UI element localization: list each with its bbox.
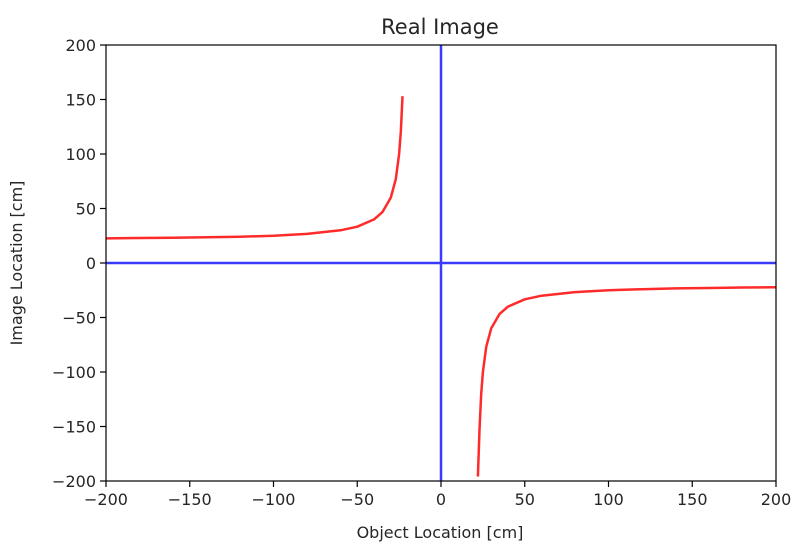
y-tick-label: −150 bbox=[52, 418, 96, 437]
chart-title: Real Image bbox=[381, 15, 499, 39]
y-tick-label: 200 bbox=[65, 36, 96, 55]
series-line-2 bbox=[476, 285, 776, 477]
y-tick-label: −100 bbox=[52, 363, 96, 382]
x-tick-label: −50 bbox=[340, 490, 374, 509]
y-tick-label: −200 bbox=[52, 472, 96, 491]
plot-area bbox=[106, 45, 776, 481]
y-tick-label: −50 bbox=[62, 309, 96, 328]
x-tick-label: 100 bbox=[593, 490, 624, 509]
y-axis-label: Image Location [cm] bbox=[7, 181, 26, 346]
x-tick-label: 150 bbox=[677, 490, 708, 509]
y-tick-label: 0 bbox=[86, 254, 96, 273]
y-tick-label: 50 bbox=[76, 200, 96, 219]
series-line-1 bbox=[106, 96, 404, 240]
x-tick-label: −150 bbox=[168, 490, 212, 509]
x-tick-label: 200 bbox=[761, 490, 792, 509]
x-axis-label: Object Location [cm] bbox=[357, 523, 524, 542]
y-tick-label: 150 bbox=[65, 91, 96, 110]
y-tick-label: 100 bbox=[65, 145, 96, 164]
x-tick-label: 50 bbox=[515, 490, 535, 509]
x-tick-label: −100 bbox=[252, 490, 296, 509]
x-tick-label: −200 bbox=[84, 490, 128, 509]
axes: −200 −150 −100 −50 0 50 100 150 200 −200 −150 −100 −… bbox=[52, 36, 791, 509]
x-tick-label: 0 bbox=[436, 490, 446, 509]
